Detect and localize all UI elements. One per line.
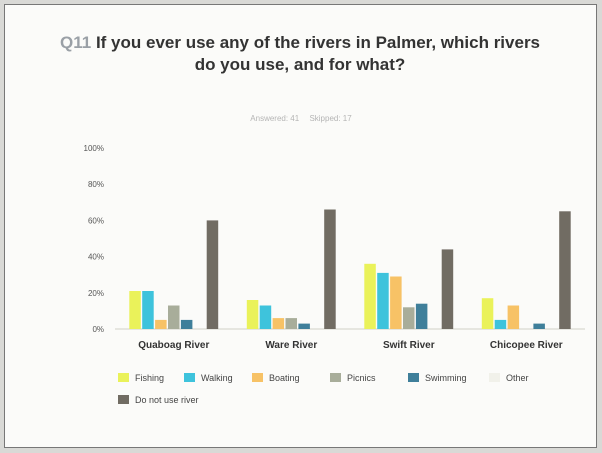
bar-do-not-use-river xyxy=(559,211,571,329)
bar-fishing xyxy=(364,263,376,329)
bar-do-not-use-river xyxy=(324,209,336,329)
legend-swatch xyxy=(489,373,500,382)
x-category-label: Chicopee River xyxy=(490,340,563,351)
answered-count: Answered: 41 xyxy=(250,114,300,123)
bar-boating xyxy=(155,319,167,329)
bar-picnics xyxy=(403,307,415,329)
chart-title: Q11 If you ever use any of the rivers in… xyxy=(60,32,540,76)
y-tick-label: 60% xyxy=(88,216,104,225)
y-tick-label: 100% xyxy=(84,144,104,153)
legend-label: Boating xyxy=(269,373,300,383)
question-number: Q11 xyxy=(60,33,92,52)
bar-swimming xyxy=(533,323,545,329)
skipped-count: Skipped: 17 xyxy=(309,114,352,123)
x-category-label: Ware River xyxy=(265,340,317,351)
bar-walking xyxy=(259,305,272,329)
legend-label: Walking xyxy=(201,373,233,383)
legend-item: Do not use river xyxy=(118,395,199,405)
bar-walking xyxy=(494,319,507,329)
y-tick-label: 40% xyxy=(88,253,104,262)
legend-label: Picnics xyxy=(347,373,376,383)
question-text: If you ever use any of the rivers in Pal… xyxy=(95,33,541,74)
x-category-label: Swift River xyxy=(383,340,435,351)
legend-swatch xyxy=(330,373,341,382)
bar-boating xyxy=(272,318,285,329)
legend-label: Do not use river xyxy=(135,395,199,405)
legend-item: Boating xyxy=(252,373,300,383)
legend-item: Other xyxy=(489,373,529,383)
legend-swatch xyxy=(184,373,195,382)
bar-walking xyxy=(142,291,154,329)
bar-fishing xyxy=(129,291,141,329)
legend-label: Other xyxy=(506,373,529,383)
legend-swatch xyxy=(408,373,419,382)
bar-do-not-use-river xyxy=(206,220,219,329)
bar-walking xyxy=(377,272,389,329)
legend-label: Fishing xyxy=(135,373,165,383)
response-stats: Answered: 41 Skipped: 17 xyxy=(0,114,602,123)
bar-boating xyxy=(390,276,402,329)
legend-item: Swimming xyxy=(408,373,467,383)
legend-item: Picnics xyxy=(330,373,376,383)
bar-boating xyxy=(507,305,520,329)
legend-item: Fishing xyxy=(118,373,164,383)
legend-swatch xyxy=(252,373,263,382)
bar-fishing xyxy=(246,300,259,329)
bar-swimming xyxy=(415,303,428,329)
bar-picnics xyxy=(168,305,180,329)
y-tick-label: 20% xyxy=(88,289,104,298)
x-category-label: Quaboag River xyxy=(138,340,209,351)
bar-swimming xyxy=(298,323,310,329)
y-tick-label: 80% xyxy=(88,180,104,189)
bar-fishing xyxy=(481,298,494,329)
bar-swimming xyxy=(180,319,193,329)
legend-swatch xyxy=(118,395,129,404)
bar-do-not-use-river xyxy=(441,249,454,329)
legend-item: Walking xyxy=(184,373,233,383)
bar-picnics xyxy=(285,318,297,329)
y-tick-label: 0% xyxy=(92,325,104,334)
legend-label: Swimming xyxy=(425,373,467,383)
legend-swatch xyxy=(118,373,129,382)
